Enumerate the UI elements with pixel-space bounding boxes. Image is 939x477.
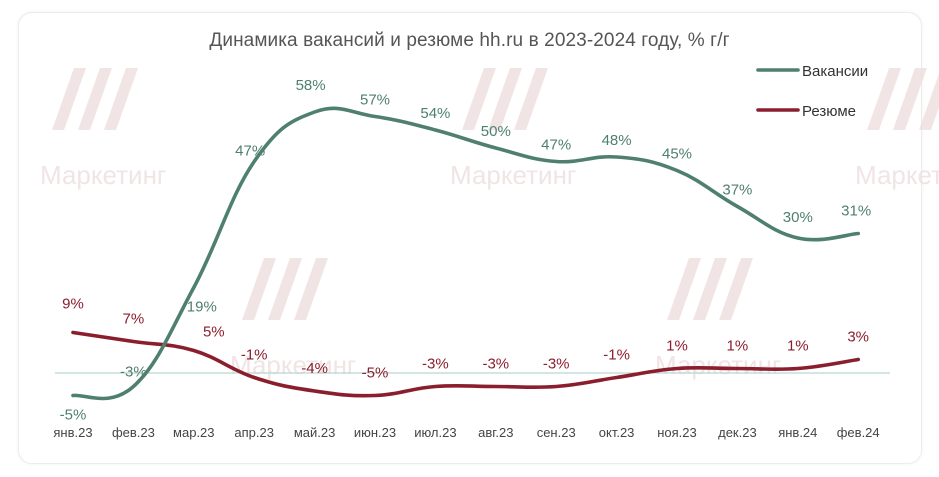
x-tick-label: янв.24 <box>778 425 817 440</box>
data-label-vacancies: -3% <box>120 364 147 381</box>
watermark-stripe <box>268 258 302 320</box>
x-tick-label: июл.23 <box>414 425 456 440</box>
data-label-vacancies: 31% <box>841 203 871 220</box>
chart-card <box>18 12 922 464</box>
data-label-vacancies: 47% <box>235 143 265 160</box>
data-label-resumes: -4% <box>301 360 328 377</box>
data-label-resumes: 9% <box>62 296 84 313</box>
legend-label-vacancies: Вакансии <box>802 63 868 80</box>
legend-label-resumes: Резюме <box>802 103 856 120</box>
x-tick-label: май.23 <box>294 425 336 440</box>
x-tick-label: сен.23 <box>537 425 576 440</box>
data-label-vacancies: 30% <box>783 209 813 226</box>
data-label-resumes: 3% <box>847 329 869 346</box>
x-tick-label: ноя.23 <box>657 425 697 440</box>
data-label-resumes: -1% <box>241 347 268 364</box>
watermark-stripe <box>104 68 138 130</box>
x-tick-label: авг.23 <box>478 425 513 440</box>
watermark-stripe <box>719 258 753 320</box>
x-tick-label: янв.23 <box>53 425 92 440</box>
watermark-text: Маркетинг <box>40 160 166 190</box>
x-tick-label: фев.23 <box>112 425 155 440</box>
data-label-vacancies: 58% <box>296 77 326 94</box>
watermark-stripe <box>893 68 927 130</box>
data-label-vacancies: -5% <box>60 407 87 424</box>
data-label-resumes: 7% <box>123 311 145 328</box>
watermarks: Маркетинг Маркетинг Маркетинг Маркетинг Марк… <box>40 68 939 380</box>
watermark-text: Маркетинг <box>655 350 781 380</box>
series-line-resumes <box>71 330 860 398</box>
watermark-stripe <box>78 68 112 130</box>
x-tick-label: дек.23 <box>718 425 757 440</box>
data-labels: -5% -3% 19% 47% 58% 57% 54% 50% 47% 48% 45% 37% 30% 3… <box>60 77 872 424</box>
data-label-vacancies: 19% <box>187 299 217 316</box>
x-tick-label: окт.23 <box>599 425 635 440</box>
data-label-resumes: -5% <box>362 365 389 382</box>
data-label-vacancies: 57% <box>360 92 390 109</box>
data-label-resumes: 1% <box>666 338 688 355</box>
watermark-text: Маркетинг <box>855 160 939 190</box>
data-label-resumes: 5% <box>203 324 225 341</box>
series-line-vacancies <box>71 106 860 401</box>
watermark-stripe <box>242 258 276 320</box>
watermark-stripe <box>867 68 901 130</box>
watermark-stripe <box>667 258 701 320</box>
x-tick-label: фев.24 <box>837 425 880 440</box>
data-label-vacancies: 50% <box>481 123 511 140</box>
data-label-resumes: -3% <box>482 356 509 373</box>
x-tick-label: апр.23 <box>234 425 274 440</box>
watermark-logo: Маркетинг <box>40 68 166 190</box>
watermark-logo: Маркетинг <box>655 258 781 380</box>
watermark-stripe <box>294 258 328 320</box>
chart-title: Динамика вакансий и резюме hh.ru в 2023-… <box>209 30 730 51</box>
legend: Вакансии Резюме <box>756 63 868 120</box>
data-label-resumes: 1% <box>787 338 809 355</box>
data-label-vacancies: 47% <box>541 137 571 154</box>
data-label-resumes: 1% <box>727 338 749 355</box>
watermark-text: Маркетинг <box>450 160 576 190</box>
x-tick-label: июн.23 <box>354 425 396 440</box>
data-label-resumes: -1% <box>603 347 630 364</box>
data-label-vacancies: 54% <box>420 105 450 122</box>
watermark-stripe <box>462 68 496 130</box>
series-lines <box>71 106 860 401</box>
data-label-resumes: -3% <box>422 356 449 373</box>
watermark-logo: Маркетинг <box>450 68 576 190</box>
watermark-stripe <box>693 258 727 320</box>
watermark-stripe <box>488 68 522 130</box>
data-label-resumes: -3% <box>543 356 570 373</box>
watermark-logo: Маркетинг <box>230 258 356 380</box>
watermark-stripe <box>514 68 548 130</box>
watermark-stripe <box>52 68 86 130</box>
data-label-vacancies: 37% <box>722 182 752 199</box>
data-label-vacancies: 48% <box>602 132 632 149</box>
x-axis-tick-labels: янв.23 фев.23 мар.23 апр.23 май.23 июн.23 июл.… <box>53 425 879 440</box>
watermark-logo: Маркетинг <box>855 68 939 190</box>
data-label-vacancies: 45% <box>662 146 692 163</box>
x-tick-label: мар.23 <box>173 425 214 440</box>
